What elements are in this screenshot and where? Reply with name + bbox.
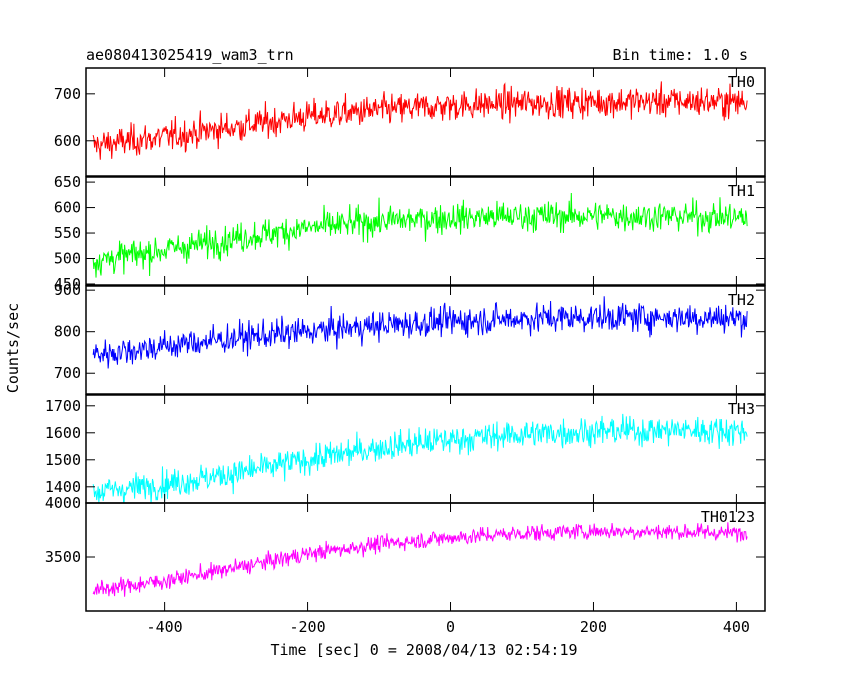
y-tick-label: 600	[54, 199, 81, 217]
series-line-th2	[92, 296, 748, 369]
y-tick-label: 800	[54, 323, 81, 341]
y-tick-label: 450	[54, 275, 81, 293]
panel-label: TH1	[728, 182, 755, 200]
x-tick-label: 200	[580, 618, 607, 636]
panel-label: TH2	[728, 291, 755, 309]
x-tick-label: -200	[290, 618, 326, 636]
panel-frame	[85, 502, 766, 612]
x-tick-label: 0	[446, 618, 455, 636]
y-tick-label: 4000	[45, 494, 81, 512]
x-tick-label: 400	[723, 618, 750, 636]
y-tick-label: 1600	[45, 424, 81, 442]
y-tick-label: 3500	[45, 548, 81, 566]
chart-subtitle: Bin time: 1.0 s	[613, 46, 748, 64]
chart-title: ae080413025419_wam3_trn	[86, 46, 294, 64]
y-tick-label: 700	[54, 85, 81, 103]
x-tick-label: -400	[147, 618, 183, 636]
y-tick-label: 700	[54, 364, 81, 382]
series-line-th0	[92, 81, 748, 160]
panels: 600 700 TH0 450 500 550 600 650 TH1 700 800 900 TH2 1…	[45, 67, 766, 636]
y-tick-label: 1500	[45, 451, 81, 469]
y-tick-label: 1400	[45, 478, 81, 496]
y-tick-label: 550	[54, 224, 81, 242]
panel-th1: 450 500 550 600 650 TH1	[54, 173, 766, 293]
panel-th3: 1400 1500 1600 1700 TH3	[45, 394, 766, 504]
y-tick-label: 900	[54, 281, 81, 299]
panel-label: TH0123	[701, 508, 755, 526]
panel-th0: 600 700 TH0	[54, 67, 766, 177]
x-axis-label: Time [sec] 0 = 2008/04/13 02:54:19	[270, 641, 577, 659]
series-line-th0123	[92, 522, 748, 597]
panel-frame	[85, 176, 766, 286]
panel-frame	[85, 285, 766, 395]
series-line-th3	[92, 413, 748, 503]
panel-frame	[85, 394, 766, 504]
y-tick-label: 1700	[45, 397, 81, 415]
y-axis-label: Counts/sec	[4, 303, 22, 393]
panel-th0123: 3500 4000 TH0123	[45, 494, 766, 612]
y-tick-label: 500	[54, 250, 81, 268]
panel-frame	[85, 67, 766, 177]
series-line-th1	[92, 193, 748, 278]
panel-label: TH0	[728, 73, 755, 91]
y-tick-label: 650	[54, 173, 81, 191]
panel-th2: 700 800 900 TH2	[54, 281, 766, 395]
y-tick-label: 600	[54, 132, 81, 150]
panel-label: TH3	[728, 400, 755, 418]
